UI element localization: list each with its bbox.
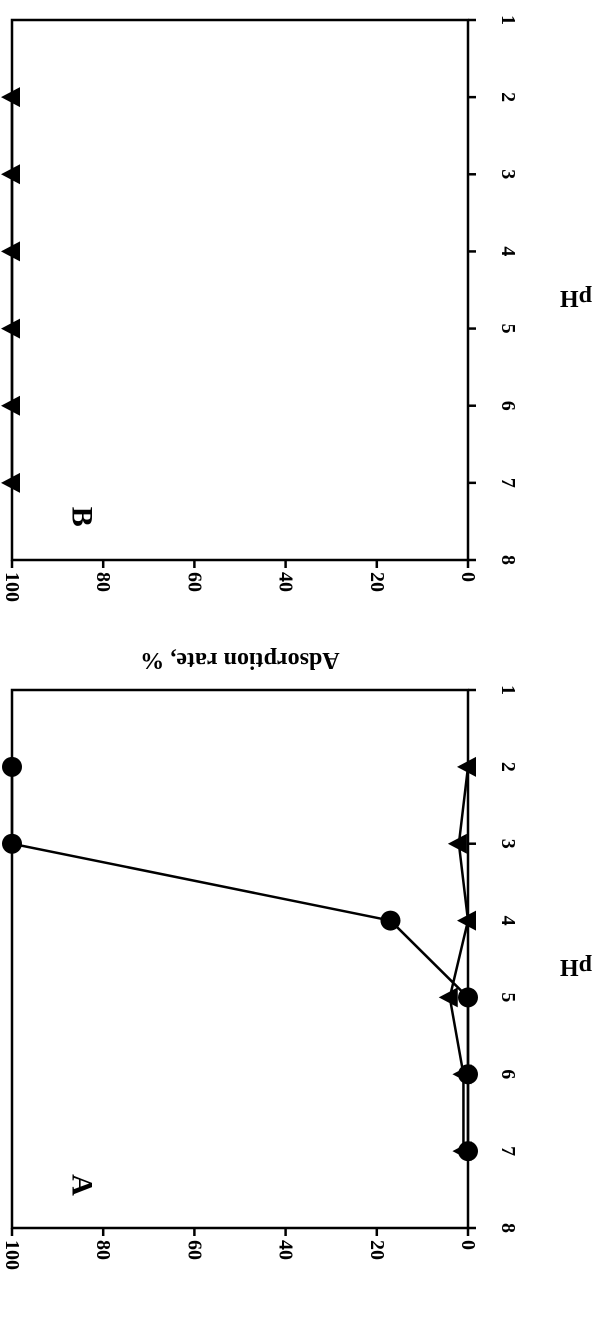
x-tick-label: 1: [497, 15, 519, 25]
x-tick-label: 5: [497, 324, 519, 334]
triangle-marker: [452, 1064, 472, 1085]
y-tick-label: 60: [183, 1240, 205, 1260]
y-tick-label: 60: [183, 572, 205, 592]
x-tick-label: 5: [497, 992, 519, 1002]
y-tick-label: 80: [92, 1240, 114, 1260]
x-tick-label: 8: [497, 1223, 519, 1233]
y-tick-label: 40: [275, 572, 297, 592]
x-tick-label: 7: [497, 478, 519, 488]
x-tick-label: 4: [497, 916, 519, 926]
triangle-marker: [1, 395, 20, 416]
circle-marker: [2, 833, 22, 854]
x-tick-label: 2: [497, 762, 519, 772]
y-axis-title: Adsorption rate, %: [140, 647, 339, 673]
triangle-marker: [1, 87, 20, 108]
triangle-marker: [452, 1141, 472, 1162]
triangle-marker: [1, 164, 20, 185]
y-tick-label: 0: [457, 1240, 479, 1250]
panel-label: A: [66, 1174, 99, 1196]
x-tick-label: 7: [497, 1146, 519, 1156]
circle-marker: [380, 910, 401, 931]
triangle-marker: [457, 756, 476, 777]
y-tick-label: 0: [457, 572, 479, 582]
circle-series-line: [10, 766, 470, 1152]
triangle-marker: [438, 987, 458, 1008]
x-tick-label: 3: [497, 169, 519, 179]
triangle-marker: [457, 910, 476, 931]
y-tick-label: 100: [1, 1240, 23, 1270]
circle-marker: [458, 987, 478, 1008]
y-tick-label: 40: [275, 1240, 297, 1260]
x-tick-label: 6: [497, 1069, 519, 1079]
x-tick-label: 3: [497, 839, 519, 849]
y-tick-label: 20: [366, 1240, 388, 1260]
x-axis-title: pH: [560, 285, 592, 311]
panel-label: B: [66, 507, 99, 527]
x-tick-label: 8: [497, 555, 519, 565]
y-tick-label: 100: [1, 572, 23, 602]
triangle-marker: [1, 318, 20, 339]
plot-frame: [10, 18, 470, 562]
plot-frame: [10, 688, 470, 1230]
x-tick-label: 1: [497, 685, 519, 695]
y-tick-label: 80: [92, 572, 114, 592]
x-tick-label: 2: [497, 92, 519, 102]
x-tick-label: 4: [497, 246, 519, 256]
y-tick-label: 20: [366, 572, 388, 592]
x-tick-label: 6: [497, 401, 519, 411]
triangle-marker: [1, 241, 20, 262]
x-axis-title: pH: [560, 954, 592, 980]
triangle-marker: [1, 472, 20, 493]
circle-marker: [2, 756, 22, 777]
triangle-marker: [447, 833, 467, 854]
triangle-series-line: [448, 766, 470, 1152]
